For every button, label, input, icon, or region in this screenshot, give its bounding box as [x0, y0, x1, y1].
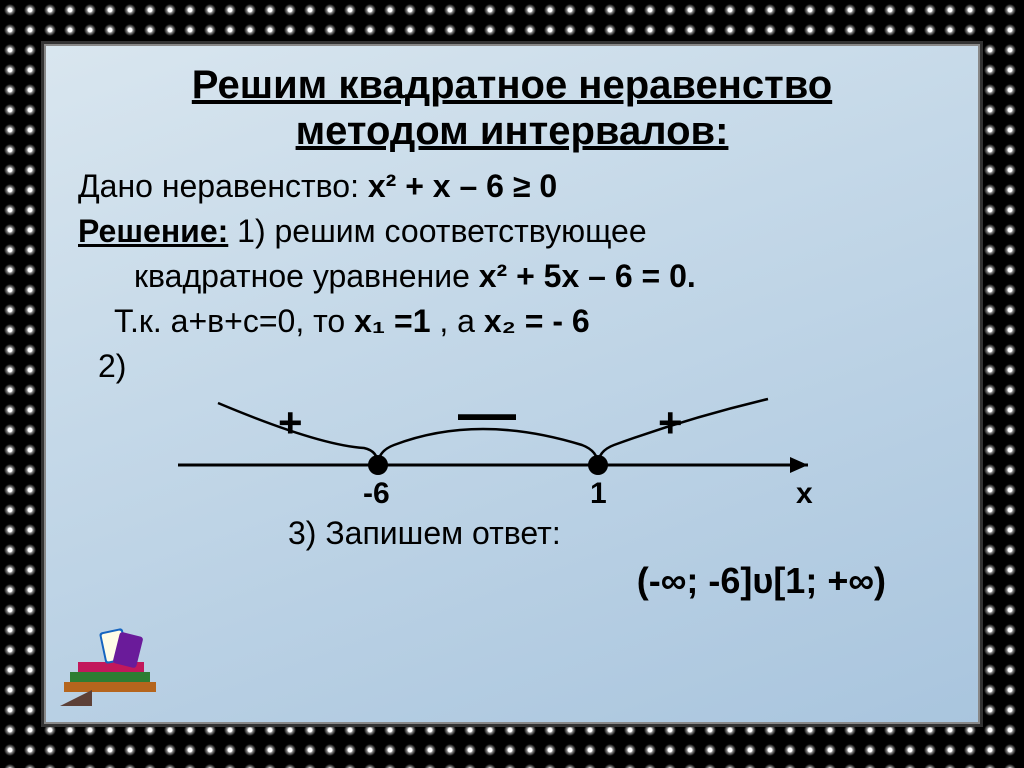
step-2-label: 2): [98, 348, 126, 384]
axis-label: х: [796, 477, 813, 510]
answer-line: (-∞; -6]ᴜ[1; +∞): [78, 560, 946, 602]
solution-label: Решение:: [78, 213, 228, 249]
given-expression: х² + х – 6 ≥ 0: [368, 168, 557, 204]
decorative-frame: Решим квадратное неравенство методом инт…: [0, 0, 1024, 768]
root-1: х₁ =1: [354, 303, 430, 339]
equation-line: квадратное уравнение х² + 5х – 6 = 0.: [78, 258, 946, 295]
since-mid: , а: [439, 303, 483, 339]
title-line-1: Решим квадратное неравенство: [192, 63, 832, 107]
number-line-svg: + — + -6 1 х: [168, 393, 848, 513]
given-line: Дано неравенство: х² + х – 6 ≥ 0: [78, 168, 946, 205]
equation-expression: х² + 5х – 6 = 0.: [479, 258, 696, 294]
sign-plus-left: +: [278, 399, 303, 446]
given-label: Дано неравенство:: [78, 168, 368, 204]
point-1-label: -6: [363, 477, 390, 510]
slide-title: Решим квадратное неравенство методом инт…: [78, 62, 946, 154]
sign-plus-right: +: [658, 399, 683, 446]
books-icon: [58, 620, 168, 710]
root-2: х₂ = - 6: [484, 303, 590, 339]
step-3-line: 3) Запишем ответ:: [78, 515, 946, 552]
roots-line: Т.к. а+в+с=0, то х₁ =1 , а х₂ = - 6: [78, 303, 946, 340]
since-text: Т.к. а+в+с=0, то: [114, 303, 354, 339]
answer-text: (-∞; -6]ᴜ[1; +∞): [637, 560, 886, 601]
slide-body: Решим квадратное неравенство методом инт…: [41, 41, 983, 727]
axis-arrow: [790, 457, 808, 473]
sign-minus: —: [458, 393, 516, 446]
curve-right: [598, 399, 768, 465]
equation-prefix: квадратное уравнение: [134, 258, 479, 294]
number-line-diagram: + — + -6 1 х: [168, 393, 848, 513]
step-3-label: 3) Запишем ответ:: [288, 515, 561, 551]
point-2-label: 1: [590, 477, 607, 510]
title-line-2: методом интервалов:: [296, 109, 729, 153]
step-2-line: 2): [78, 348, 946, 385]
solution-line-1: Решение: 1) решим соответствующее: [78, 213, 946, 250]
solution-text-1: 1) решим соответствующее: [237, 213, 646, 249]
